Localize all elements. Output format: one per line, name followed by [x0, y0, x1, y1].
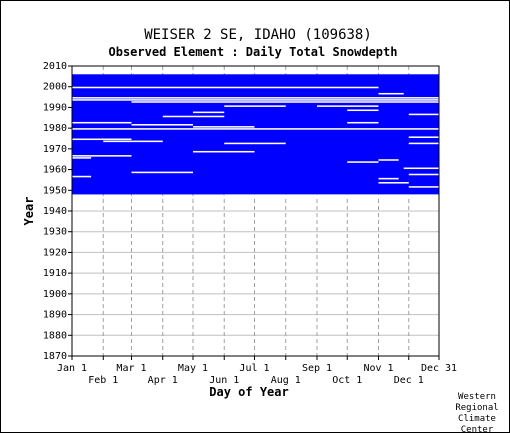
- missing-data-gap: [408, 142, 439, 145]
- missing-data-gap: [224, 105, 286, 107]
- missing-data-gap: [224, 142, 286, 145]
- x-axis-title: Day of Year: [209, 385, 288, 399]
- x-tick-label: Mar 1: [116, 363, 146, 374]
- missing-data-gap: [192, 126, 255, 128]
- x-tick-label: Sep 1: [302, 363, 332, 374]
- y-tick-label: 1920: [43, 247, 67, 258]
- y-tick-label: 1870: [43, 351, 67, 362]
- missing-data-gap: [72, 97, 439, 99]
- missing-data-gap: [103, 140, 163, 143]
- y-tick-label: 1890: [43, 310, 67, 321]
- missing-data-gap: [317, 105, 379, 107]
- x-axis: Jan 1 Mar 1 May 1 Jul 1 Sep 1 Nov 1 Dec 31 Feb …: [57, 356, 457, 386]
- missing-data-gap: [72, 99, 439, 101]
- missing-data-gap: [72, 138, 132, 141]
- y-tick-label: 2000: [43, 82, 67, 93]
- missing-data-gap: [224, 194, 439, 196]
- credit-block: Western Regional Climate Center: [455, 392, 498, 433]
- x-tick-label: Nov 1: [363, 363, 393, 374]
- missing-data-gap: [131, 171, 193, 174]
- missing-data-gap: [162, 115, 225, 118]
- chart-subtitle: Observed Element : Daily Total Snowdepth: [109, 45, 398, 59]
- credit-line-4: Center: [461, 425, 494, 433]
- y-tick-label: 1910: [43, 268, 67, 279]
- y-axis-title: Year: [22, 197, 36, 226]
- y-tick-label: 1950: [43, 185, 67, 196]
- x-tick-label: Aug 1: [271, 375, 301, 386]
- y-tick-label: 1930: [43, 227, 67, 238]
- y-tick-label: 1960: [43, 165, 67, 176]
- y-tick-label: 1880: [43, 330, 67, 341]
- x-tick-label: Feb 1: [88, 375, 118, 386]
- data-block: [72, 74, 439, 195]
- credit-line-3: Climate: [458, 414, 496, 424]
- missing-data-gap: [378, 159, 399, 161]
- missing-data-gap: [378, 182, 409, 184]
- y-axis: 1870 1880 1890 1900 1910 1920 1930 1940 1950 1960…: [43, 61, 72, 362]
- missing-data-gap: [192, 150, 255, 153]
- missing-data-gap: [131, 124, 193, 126]
- missing-data-gap: [347, 121, 379, 124]
- missing-data-gap: [403, 167, 439, 170]
- missing-data-gap: [72, 157, 92, 159]
- x-tick-label: Jun 1: [209, 375, 239, 386]
- missing-data-gap: [408, 113, 439, 116]
- missing-data-gap: [72, 121, 132, 124]
- missing-data-gap: [131, 101, 439, 103]
- y-tick-label: 1990: [43, 102, 67, 113]
- missing-data-gap: [378, 177, 399, 180]
- missing-data-gap: [347, 161, 379, 163]
- missing-data-gap: [378, 92, 404, 95]
- x-tick-label: Dec 1: [394, 375, 424, 386]
- x-tick-label: Jan 1: [57, 363, 87, 374]
- y-tick-label: 1980: [43, 123, 67, 134]
- missing-data-gap: [408, 173, 439, 176]
- missing-data-gap: [192, 111, 225, 114]
- x-tick-label: Oct 1: [332, 375, 362, 386]
- missing-data-gap: [408, 186, 439, 188]
- missing-data-gap: [72, 155, 132, 157]
- x-tick-label: May 1: [178, 363, 208, 374]
- missing-data-gap: [72, 128, 439, 130]
- x-tick-label: Dec 31: [421, 363, 457, 374]
- missing-data-gap: [72, 86, 379, 89]
- missing-data-gap: [347, 109, 379, 112]
- credit-line-2: Regional: [455, 403, 498, 413]
- y-tick-label: 1970: [43, 144, 67, 155]
- missing-data-gap: [72, 175, 92, 178]
- plot-area: [71, 65, 440, 357]
- credit-line-1: Western: [458, 392, 496, 402]
- missing-data-gap: [408, 136, 439, 138]
- x-tick-label: Apr 1: [148, 375, 178, 386]
- y-tick-label: 2010: [43, 61, 67, 72]
- y-tick-label: 1900: [43, 289, 67, 300]
- chart-title: WEISER 2 SE, IDAHO (109638): [144, 27, 372, 43]
- y-tick-label: 1940: [43, 206, 67, 217]
- x-tick-label: Jul 1: [239, 363, 269, 374]
